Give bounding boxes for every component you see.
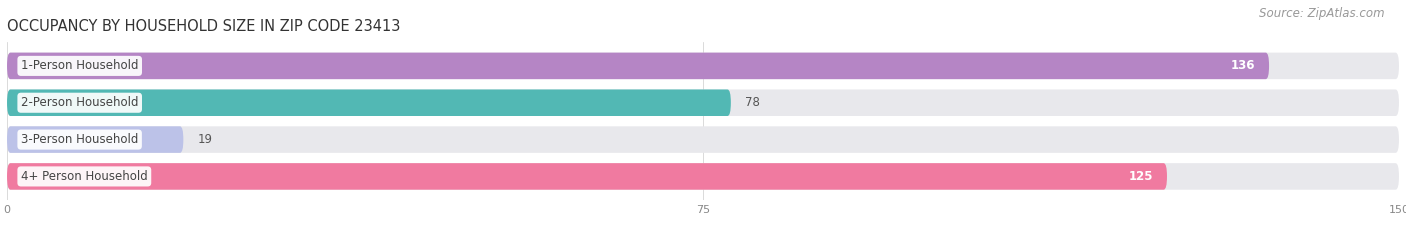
Text: 4+ Person Household: 4+ Person Household [21, 170, 148, 183]
Text: 2-Person Household: 2-Person Household [21, 96, 138, 109]
Text: 1-Person Household: 1-Person Household [21, 59, 138, 72]
FancyBboxPatch shape [7, 163, 1167, 190]
FancyBboxPatch shape [7, 53, 1270, 79]
Text: 136: 136 [1230, 59, 1256, 72]
FancyBboxPatch shape [7, 163, 1399, 190]
FancyBboxPatch shape [7, 89, 731, 116]
Text: Source: ZipAtlas.com: Source: ZipAtlas.com [1260, 7, 1385, 20]
Text: 3-Person Household: 3-Person Household [21, 133, 138, 146]
Text: 125: 125 [1129, 170, 1153, 183]
FancyBboxPatch shape [7, 126, 1399, 153]
FancyBboxPatch shape [7, 53, 1399, 79]
Text: 78: 78 [745, 96, 759, 109]
Text: OCCUPANCY BY HOUSEHOLD SIZE IN ZIP CODE 23413: OCCUPANCY BY HOUSEHOLD SIZE IN ZIP CODE … [7, 19, 401, 34]
Text: 19: 19 [197, 133, 212, 146]
FancyBboxPatch shape [7, 89, 1399, 116]
FancyBboxPatch shape [7, 126, 183, 153]
